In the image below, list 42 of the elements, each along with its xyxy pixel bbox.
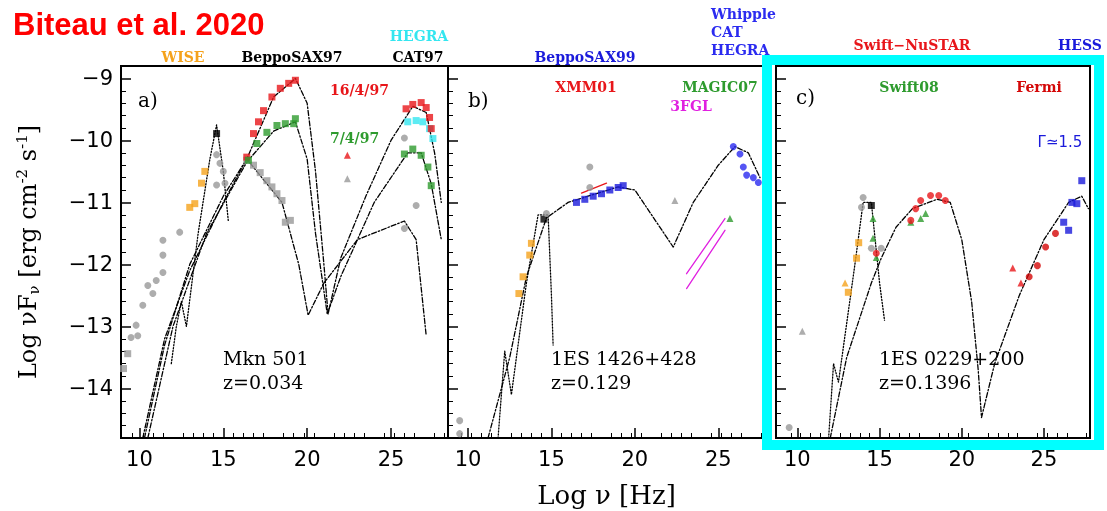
x-tick-label: 15: [209, 446, 237, 471]
annotation: c): [796, 85, 816, 109]
annotation: Mkn 501 z=0.034: [223, 347, 309, 393]
text: MAGIC07: [682, 79, 758, 95]
text: 7/4/97: [330, 130, 380, 146]
text: 3FGL: [670, 98, 712, 114]
annotation: b): [468, 88, 489, 112]
x-tick-label: 10: [454, 446, 482, 471]
x-axis-title: Log ν [Hz]: [537, 480, 676, 510]
text: Swift08: [879, 79, 939, 95]
x-tick-label: 25: [1030, 446, 1058, 471]
y-axis-title: Log νFν [erg cm-2 s-1]: [12, 124, 43, 380]
y-tick-label: −13: [68, 314, 113, 339]
x-tick-label: 25: [704, 446, 732, 471]
x-tick-label: 20: [293, 446, 321, 471]
x-tick-label: 10: [784, 446, 811, 471]
text: HEGRA: [389, 28, 450, 44]
text: Swift−NuSTAR: [853, 37, 971, 53]
annotation: a): [138, 88, 158, 112]
text: Fermi: [1016, 79, 1062, 95]
text: XMM01: [555, 79, 617, 95]
annotation: Γ≃1.5: [1037, 133, 1083, 151]
text: BeppoSAX97: [241, 49, 343, 65]
text: BeppoSAX99: [534, 49, 636, 65]
x-tick-label: 20: [948, 446, 976, 471]
text: WISE: [160, 49, 205, 65]
text: Whipple CAT HEGRA: [710, 6, 777, 58]
y-tick-label: −10: [68, 128, 113, 153]
y-tick-label: −9: [82, 66, 113, 91]
text: 16/4/97: [330, 82, 389, 98]
x-tick-label: 15: [538, 446, 565, 471]
x-tick-label: 20: [621, 446, 649, 471]
y-tick-label: −14: [68, 376, 113, 401]
y-tick-label: −12: [68, 252, 113, 277]
y-tick-label: −11: [68, 190, 113, 215]
text: CAT97: [392, 49, 444, 65]
x-tick-label: 25: [377, 446, 405, 471]
chart-title: Biteau et al. 2020: [13, 7, 265, 42]
text: HESS: [1058, 37, 1102, 53]
x-tick-label: 10: [126, 446, 153, 471]
annotation: 1ES 1426+428 z=0.129: [551, 347, 697, 393]
x-tick-label: 15: [866, 446, 893, 471]
